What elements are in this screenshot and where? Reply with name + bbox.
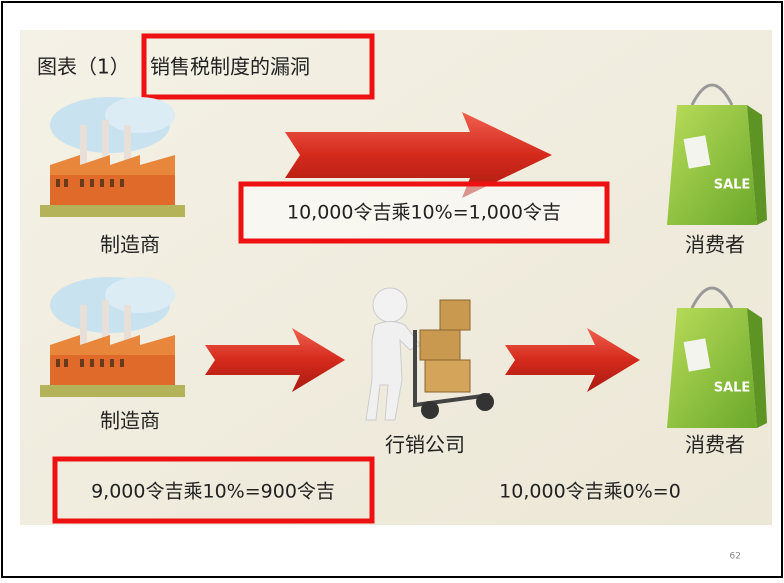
page-number: 62 (730, 552, 741, 562)
title: 销售税制度的漏洞 (150, 55, 310, 79)
node-label: 制造商 (100, 233, 160, 257)
annotation: 10,000令吉乘10%=1,000令吉 (287, 202, 561, 224)
annotation: 9,000令吉乘10%=900令吉 (91, 481, 335, 503)
node-label: 消费者 (685, 233, 745, 257)
figure-label: 图表（1） (37, 55, 130, 79)
annotation: 10,000令吉乘0%=0 (499, 481, 681, 503)
node-label: 制造商 (100, 409, 160, 433)
node-label: 消费者 (685, 433, 745, 457)
node-label: 行销公司 (385, 433, 465, 457)
slide: SALE 图表（1） 销售税制度的漏洞 制造商 10,000令吉乘10%=1,0… (0, 0, 784, 579)
